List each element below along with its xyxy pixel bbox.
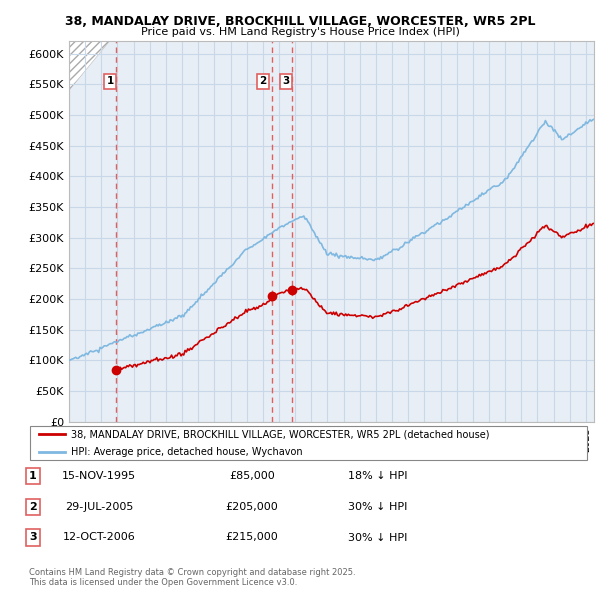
Text: £215,000: £215,000 xyxy=(226,533,278,542)
Text: 18% ↓ HPI: 18% ↓ HPI xyxy=(348,471,408,481)
Polygon shape xyxy=(69,41,109,90)
Text: £205,000: £205,000 xyxy=(226,502,278,512)
Text: Price paid vs. HM Land Registry's House Price Index (HPI): Price paid vs. HM Land Registry's House … xyxy=(140,27,460,37)
Text: 1: 1 xyxy=(107,76,114,86)
Text: 12-OCT-2006: 12-OCT-2006 xyxy=(62,533,136,542)
Text: 38, MANDALAY DRIVE, BROCKHILL VILLAGE, WORCESTER, WR5 2PL (detached house): 38, MANDALAY DRIVE, BROCKHILL VILLAGE, W… xyxy=(71,430,490,440)
Text: 15-NOV-1995: 15-NOV-1995 xyxy=(62,471,136,481)
Text: 2: 2 xyxy=(259,76,266,86)
Text: 3: 3 xyxy=(283,76,290,86)
Text: 2: 2 xyxy=(29,502,37,512)
Text: HPI: Average price, detached house, Wychavon: HPI: Average price, detached house, Wych… xyxy=(71,447,302,457)
Text: £85,000: £85,000 xyxy=(229,471,275,481)
Text: 30% ↓ HPI: 30% ↓ HPI xyxy=(349,533,407,542)
Text: 29-JUL-2005: 29-JUL-2005 xyxy=(65,502,133,512)
Text: 38, MANDALAY DRIVE, BROCKHILL VILLAGE, WORCESTER, WR5 2PL: 38, MANDALAY DRIVE, BROCKHILL VILLAGE, W… xyxy=(65,15,535,28)
Text: 1: 1 xyxy=(29,471,37,481)
Text: 3: 3 xyxy=(29,533,37,542)
Text: 30% ↓ HPI: 30% ↓ HPI xyxy=(349,502,407,512)
Text: Contains HM Land Registry data © Crown copyright and database right 2025.
This d: Contains HM Land Registry data © Crown c… xyxy=(29,568,355,587)
